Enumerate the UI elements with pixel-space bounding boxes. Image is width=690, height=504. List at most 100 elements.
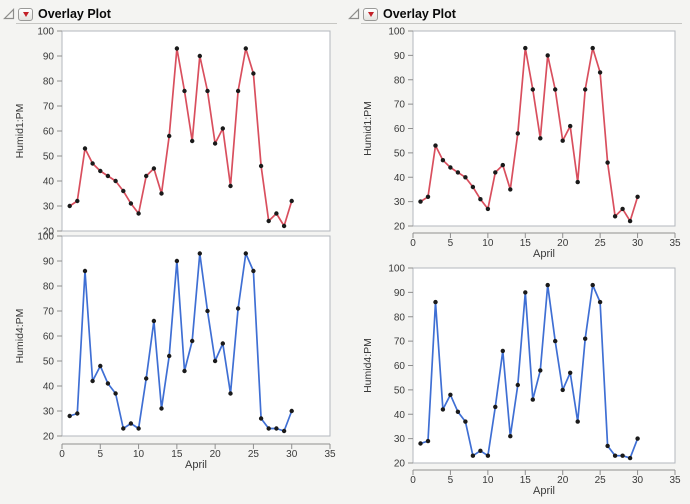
data-point[interactable]	[289, 198, 294, 204]
data-point[interactable]	[493, 404, 498, 410]
data-point[interactable]	[612, 214, 618, 219]
data-point[interactable]	[75, 198, 80, 204]
data-point[interactable]	[266, 218, 271, 224]
data-point[interactable]	[121, 188, 126, 194]
data-point[interactable]	[159, 191, 164, 196]
data-point[interactable]	[190, 138, 195, 144]
data-point[interactable]	[485, 453, 491, 458]
data-point[interactable]	[433, 143, 438, 148]
data-point[interactable]	[228, 391, 233, 396]
data-point[interactable]	[597, 70, 603, 75]
data-point[interactable]	[635, 436, 640, 441]
data-point[interactable]	[266, 426, 271, 431]
data-point[interactable]	[418, 441, 423, 446]
data-point[interactable]	[605, 443, 610, 449]
data-point[interactable]	[90, 378, 95, 384]
data-point[interactable]	[182, 368, 187, 374]
data-point[interactable]	[568, 370, 573, 375]
data-point[interactable]	[463, 419, 468, 424]
data-point[interactable]	[235, 306, 241, 311]
data-point[interactable]	[627, 218, 633, 224]
data-point[interactable]	[274, 426, 279, 431]
data-point[interactable]	[545, 53, 550, 58]
data-point[interactable]	[627, 455, 633, 461]
data-point[interactable]	[440, 158, 446, 163]
data-point[interactable]	[82, 268, 88, 274]
data-point[interactable]	[136, 426, 141, 431]
data-point[interactable]	[485, 206, 491, 212]
data-point[interactable]	[274, 211, 279, 216]
data-point[interactable]	[82, 146, 88, 151]
data-point[interactable]	[128, 201, 134, 206]
data-point[interactable]	[597, 299, 603, 305]
data-point[interactable]	[220, 341, 225, 346]
data-point[interactable]	[455, 170, 461, 175]
data-point[interactable]	[67, 203, 72, 209]
data-point[interactable]	[144, 376, 149, 381]
data-point[interactable]	[136, 211, 141, 216]
data-point[interactable]	[67, 413, 72, 419]
data-point[interactable]	[440, 407, 446, 412]
data-point[interactable]	[523, 45, 528, 51]
data-point[interactable]	[500, 162, 505, 168]
data-point[interactable]	[463, 175, 468, 180]
red-triangle-menu-button[interactable]	[18, 7, 33, 21]
data-point[interactable]	[243, 251, 248, 256]
data-point[interactable]	[75, 411, 80, 416]
data-point[interactable]	[128, 421, 134, 426]
data-point[interactable]	[635, 194, 640, 199]
data-point[interactable]	[553, 338, 558, 344]
red-triangle-menu-button[interactable]	[363, 7, 378, 21]
data-point[interactable]	[182, 88, 187, 94]
data-point[interactable]	[530, 87, 535, 92]
data-point[interactable]	[98, 363, 103, 369]
data-point[interactable]	[418, 199, 423, 204]
data-point[interactable]	[448, 392, 453, 397]
data-point[interactable]	[425, 194, 431, 199]
data-point[interactable]	[174, 46, 180, 51]
data-point[interactable]	[144, 173, 149, 179]
data-point[interactable]	[243, 46, 248, 51]
data-point[interactable]	[151, 318, 157, 324]
data-point[interactable]	[212, 358, 218, 364]
data-point[interactable]	[433, 299, 438, 305]
data-point[interactable]	[575, 179, 580, 185]
data-point[interactable]	[167, 133, 172, 139]
data-point[interactable]	[590, 282, 595, 288]
data-point[interactable]	[113, 178, 118, 184]
data-point[interactable]	[612, 453, 618, 458]
data-point[interactable]	[538, 136, 543, 141]
data-point[interactable]	[281, 223, 287, 229]
data-point[interactable]	[530, 397, 535, 402]
data-point[interactable]	[197, 53, 202, 59]
data-point[interactable]	[560, 138, 565, 143]
data-point[interactable]	[98, 168, 103, 174]
data-point[interactable]	[258, 416, 264, 421]
data-point[interactable]	[121, 426, 126, 431]
data-point[interactable]	[575, 419, 580, 424]
data-point[interactable]	[448, 165, 453, 170]
data-point[interactable]	[228, 183, 233, 189]
data-point[interactable]	[583, 336, 588, 341]
data-point[interactable]	[500, 348, 505, 354]
data-point[interactable]	[212, 141, 218, 146]
data-point[interactable]	[508, 187, 513, 192]
data-point[interactable]	[258, 163, 264, 169]
disclosure-triangle-icon[interactable]	[3, 8, 15, 20]
data-point[interactable]	[478, 197, 483, 202]
data-point[interactable]	[425, 438, 431, 444]
data-point[interactable]	[205, 88, 210, 94]
disclosure-triangle-icon[interactable]	[348, 8, 360, 20]
overlay-plot-canvas-left[interactable]: 2030405060708090100Humid1:PM203040506070…	[0, 0, 345, 504]
data-point[interactable]	[560, 387, 565, 393]
data-point[interactable]	[523, 290, 528, 295]
data-point[interactable]	[289, 408, 294, 414]
data-point[interactable]	[620, 453, 625, 458]
data-point[interactable]	[220, 126, 225, 131]
data-point[interactable]	[620, 206, 625, 212]
data-point[interactable]	[515, 131, 520, 136]
data-point[interactable]	[455, 409, 461, 414]
data-point[interactable]	[151, 166, 157, 171]
data-point[interactable]	[590, 45, 595, 51]
